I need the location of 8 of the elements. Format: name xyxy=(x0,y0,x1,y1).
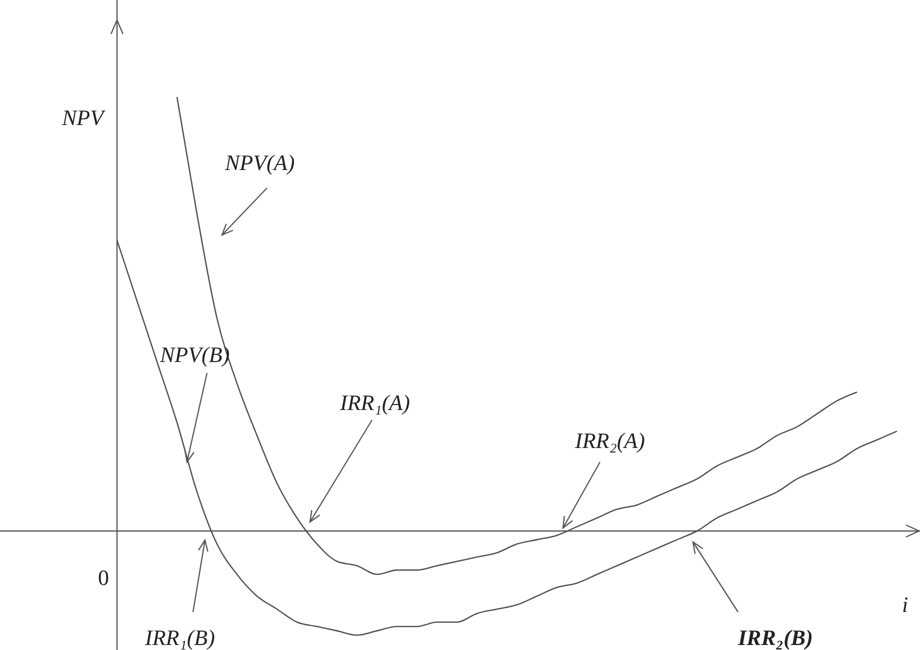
annotation: IRR₂(A) xyxy=(574,428,645,453)
annotation: IRR₂(B) xyxy=(737,625,813,650)
annotation: IRR₁(B) xyxy=(144,625,215,650)
annotation: IRR₁(A) xyxy=(339,390,410,415)
x-axis-title: i xyxy=(902,592,908,617)
y-axis-title: NPV xyxy=(61,105,106,130)
series-label: NPV(A) xyxy=(224,150,295,175)
annotation: 0 xyxy=(98,565,109,590)
